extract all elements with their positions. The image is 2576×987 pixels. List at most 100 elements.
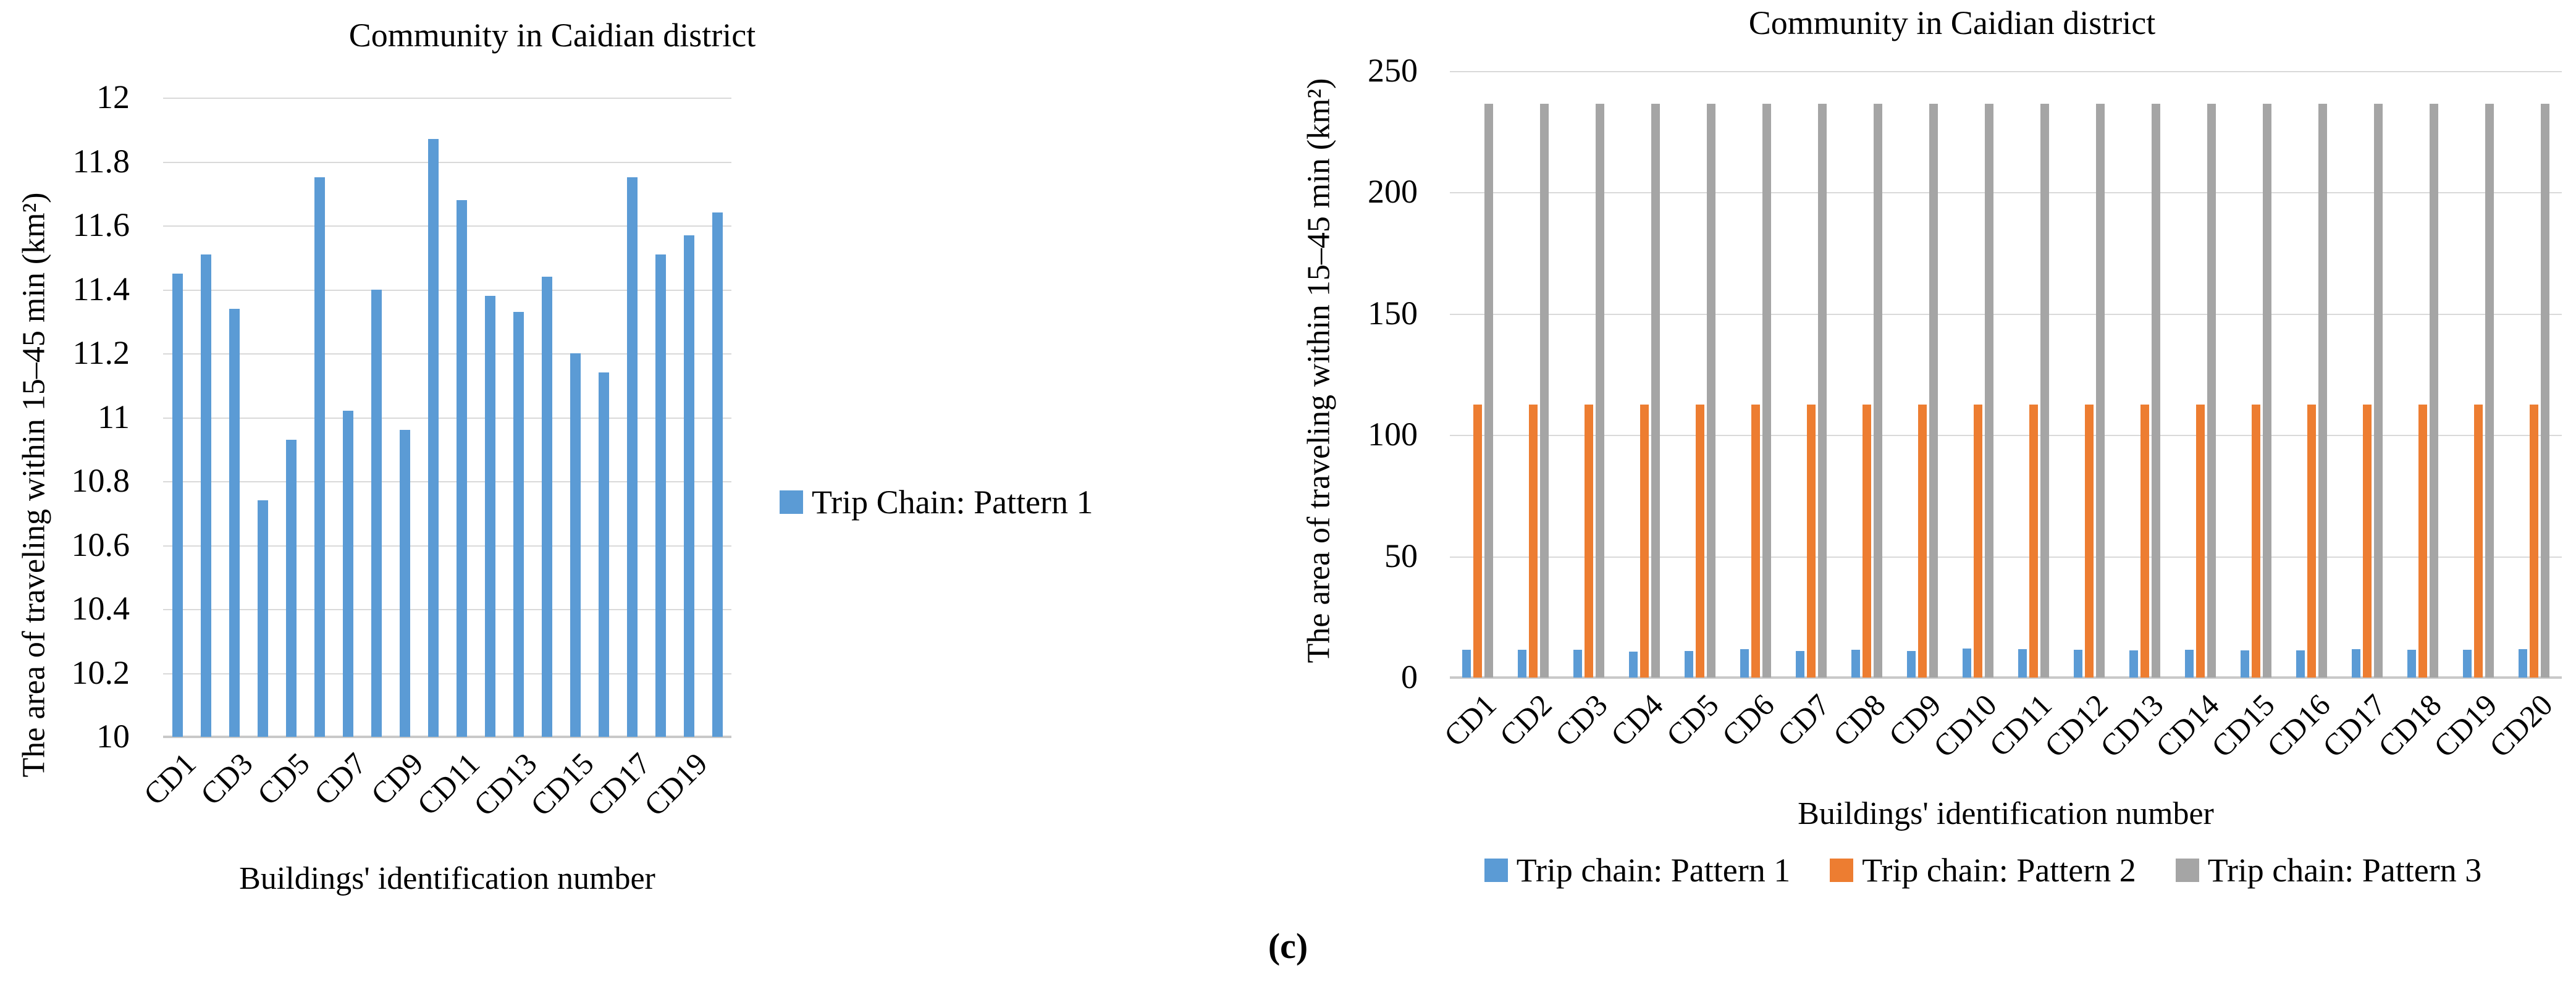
bar xyxy=(371,289,382,737)
bar xyxy=(2241,650,2249,678)
bar xyxy=(2430,104,2438,678)
gridline xyxy=(163,609,731,610)
bar xyxy=(2296,650,2305,678)
bar xyxy=(513,311,524,737)
legend-label: Trip chain: Pattern 1 xyxy=(1516,852,1791,889)
x-tick-label: CD15 xyxy=(523,746,600,823)
bar xyxy=(2140,405,2149,678)
legend-label: Trip chain: Pattern 2 xyxy=(1862,852,2136,889)
x-tick-label: CD1 xyxy=(1436,687,1503,754)
bar xyxy=(2263,104,2271,678)
x-tick-label: CD4 xyxy=(1603,687,1670,754)
y-tick-label: 11.4 xyxy=(72,270,130,308)
bar-group-CD1 xyxy=(163,98,192,737)
legend-label: Trip chain: Pattern 3 xyxy=(2207,852,2482,889)
bar xyxy=(2040,104,2049,678)
bar xyxy=(2074,650,2082,678)
left-x-tick-labels: CD1 CD3 CD5 CD7 CD9 CD11 CD13 CD15 CD17 CD19 xyxy=(137,746,731,844)
x-tick-label: CD1 xyxy=(136,746,203,812)
gridline xyxy=(1450,313,2562,315)
bar xyxy=(1851,650,1860,678)
right-y-tick-labels: 250 200 150 100 50 0 xyxy=(1310,52,1418,695)
right-legend: Trip chain: Pattern 1 Trip chain: Pattern… xyxy=(1402,851,2564,889)
bar xyxy=(712,212,723,737)
x-tick-label: CD11 xyxy=(1982,687,2059,763)
bar-group-CD3 xyxy=(220,98,248,737)
y-tick-label: 100 xyxy=(1368,415,1418,453)
y-tick-label: 10 xyxy=(96,717,130,755)
legend-swatch-icon xyxy=(1830,859,1854,882)
x-tick-label: CD16 xyxy=(2260,687,2337,764)
bar xyxy=(2318,104,2327,678)
bar-group-CD10 xyxy=(419,98,447,737)
bar xyxy=(541,276,552,737)
bar xyxy=(427,139,439,737)
bar-group-CD11 xyxy=(2006,71,2061,678)
bar-group-CD9 xyxy=(390,98,419,737)
bar xyxy=(1685,651,1693,678)
bars-layer xyxy=(163,98,731,737)
legend-swatch-icon xyxy=(1484,859,1508,882)
x-tick-label: CD12 xyxy=(2037,687,2115,764)
bar xyxy=(2530,405,2538,678)
gridline xyxy=(1450,435,2562,437)
gridline xyxy=(163,417,731,419)
gridline xyxy=(163,353,731,355)
bar xyxy=(570,353,581,737)
bar xyxy=(229,308,240,737)
x-tick-label: CD19 xyxy=(637,746,714,823)
y-tick-label: 10.8 xyxy=(71,461,130,499)
bar xyxy=(1629,651,1638,678)
bar xyxy=(2363,405,2372,678)
bar-group-CD20 xyxy=(703,98,731,737)
x-tick-label: CD20 xyxy=(2482,687,2559,764)
bar xyxy=(2374,104,2383,678)
x-tick-label: CD13 xyxy=(2093,687,2170,764)
bar xyxy=(2096,104,2105,678)
bar xyxy=(1796,650,1804,678)
bar-group-CD17 xyxy=(2339,71,2395,678)
bar xyxy=(484,295,495,737)
bar xyxy=(200,254,211,737)
bar-group-CD2 xyxy=(1505,71,1561,678)
bar xyxy=(1985,104,1993,678)
x-tick-label: CD17 xyxy=(580,746,657,823)
left-legend: Trip Chain: Pattern 1 xyxy=(780,483,1093,521)
bar-group-CD9 xyxy=(1895,71,1950,678)
gridline xyxy=(163,98,731,99)
bar xyxy=(2185,650,2194,678)
x-tick-label: CD13 xyxy=(466,746,544,823)
legend-item: Trip chain: Pattern 2 xyxy=(1830,851,2136,889)
bar xyxy=(1573,650,1582,678)
x-axis-line xyxy=(1450,676,2562,679)
x-tick-label: CD3 xyxy=(193,746,259,812)
x-tick-label: CD8 xyxy=(1825,687,1892,754)
gridline xyxy=(1450,71,2562,72)
x-tick-label: CD19 xyxy=(2427,687,2504,764)
bar-group-CD7 xyxy=(334,98,362,737)
y-tick-label: 11.2 xyxy=(72,334,130,371)
bar xyxy=(2018,649,2027,678)
bar-group-CD8 xyxy=(1839,71,1895,678)
bar xyxy=(1807,405,1816,678)
bar xyxy=(2418,405,2427,678)
bar-group-CD6 xyxy=(305,98,334,737)
bar-group-CD18 xyxy=(2395,71,2451,678)
legend-item: Trip Chain: Pattern 1 xyxy=(780,483,1093,521)
bar xyxy=(456,200,467,737)
gridline xyxy=(1450,192,2562,194)
y-tick-label: 12 xyxy=(96,78,130,116)
bar-group-CD19 xyxy=(2451,71,2506,678)
y-tick-label: 10.4 xyxy=(71,589,130,627)
bar xyxy=(683,235,694,737)
bar-group-CD4 xyxy=(1617,71,1672,678)
bar xyxy=(1484,104,1493,678)
y-tick-label: 11 xyxy=(98,398,130,435)
bar-group-CD1 xyxy=(1450,71,1505,678)
gridline xyxy=(163,161,731,163)
y-tick-label: 11.6 xyxy=(72,206,130,243)
right-x-axis-title: Buildings' identification number xyxy=(1798,796,2214,831)
x-axis-line xyxy=(163,736,731,738)
bar xyxy=(172,273,183,737)
bar xyxy=(2463,649,2472,678)
